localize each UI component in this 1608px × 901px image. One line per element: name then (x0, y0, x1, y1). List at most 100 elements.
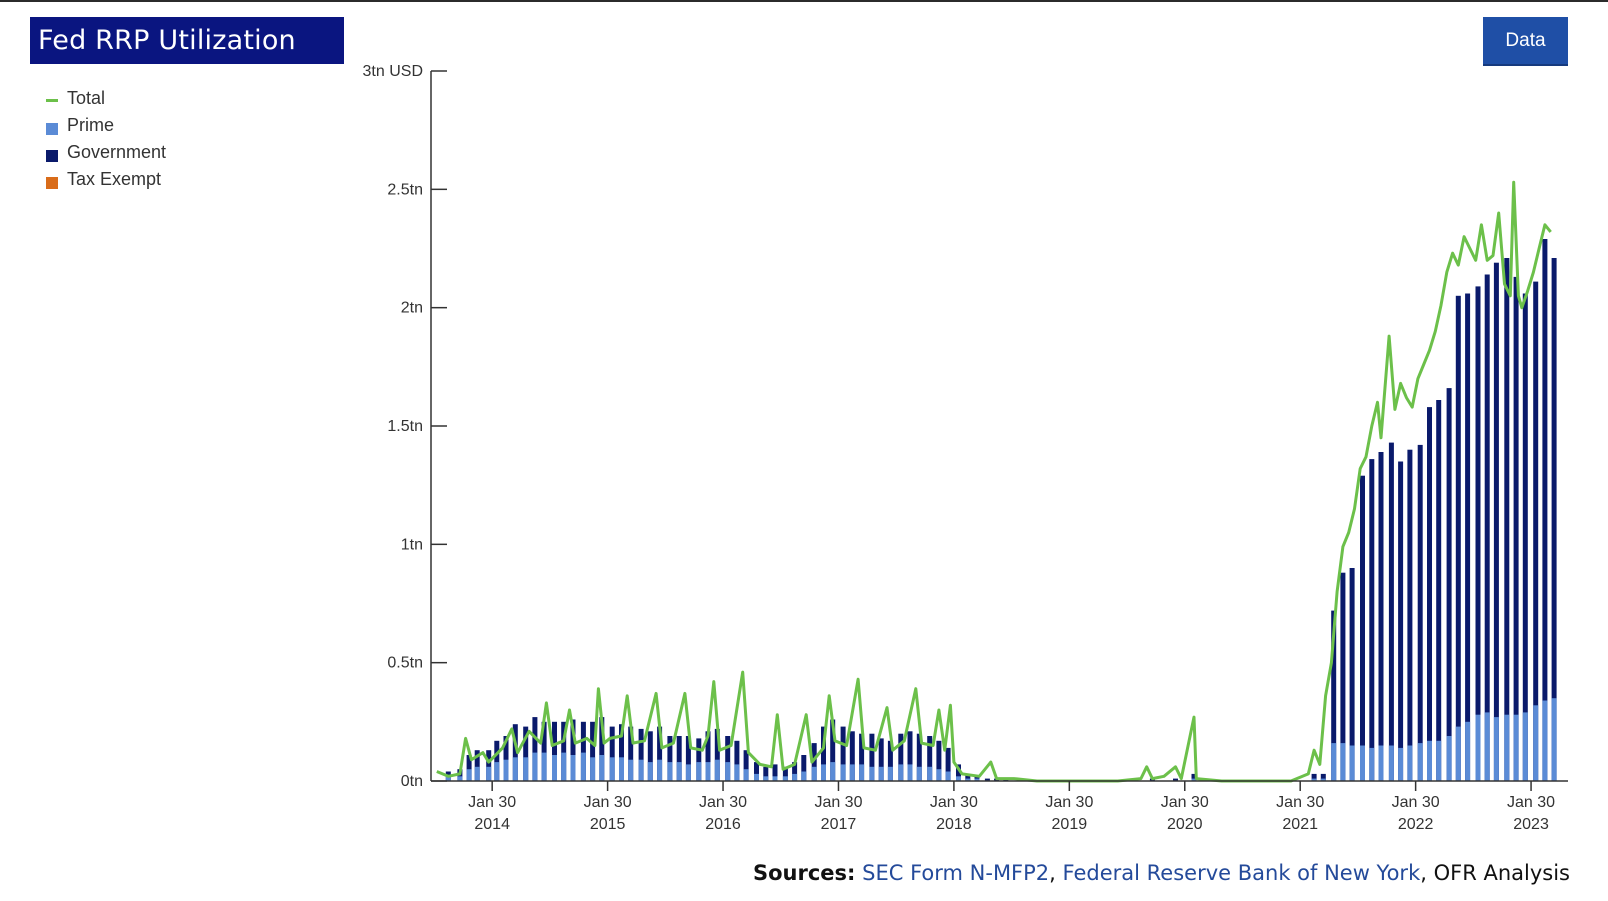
legend-swatch-total (46, 99, 58, 102)
government-bar (1320, 773, 1326, 781)
government-bar (1522, 293, 1528, 781)
government-bar (945, 747, 951, 781)
government-bar (619, 724, 624, 781)
prime-bar (1407, 745, 1413, 781)
prime-bar (1360, 745, 1365, 781)
prime-bar (1493, 717, 1499, 781)
prime-bar (714, 759, 720, 781)
prime-bar (445, 776, 451, 781)
government-bar (638, 728, 644, 781)
top-border-line (0, 0, 1608, 2)
government-bar (1311, 773, 1317, 781)
prime-bar (494, 762, 500, 781)
sources-label: Sources: (753, 861, 856, 885)
legend-label-total: Total (67, 88, 106, 108)
legend-item-total[interactable]: Total (46, 85, 166, 112)
sources-separator: , (1049, 861, 1063, 885)
prime-bar (503, 759, 509, 781)
prime-bar (1398, 747, 1404, 781)
prime-bar (1427, 740, 1432, 781)
government-bar (907, 731, 913, 781)
government-bar (811, 743, 817, 781)
government-bar (1331, 610, 1337, 781)
government-bar (1349, 568, 1355, 781)
prime-bar (1504, 714, 1510, 781)
prime-bar (523, 757, 529, 781)
government-bar (1340, 572, 1346, 781)
legend-item-government[interactable]: Government (46, 139, 166, 166)
prime-bar (1446, 736, 1452, 781)
prime-bar (927, 766, 933, 781)
prime-bar (1551, 698, 1557, 781)
prime-bar (945, 771, 951, 781)
prime-bar (1378, 745, 1384, 781)
prime-bar (849, 764, 855, 781)
government-bar (1398, 461, 1404, 781)
x-tick-label: Jan 30 (814, 794, 862, 811)
source-link-fed-ny[interactable]: Federal Reserve Bank of New York (1062, 861, 1421, 885)
government-bar (1513, 276, 1519, 781)
prime-bar (696, 762, 702, 781)
government-bar (782, 766, 788, 781)
government-bar (523, 726, 529, 781)
prime-bar (1320, 778, 1326, 781)
government-bar (763, 766, 769, 781)
x-tick-label: Jan 30 (930, 794, 978, 811)
prime-bar (936, 769, 942, 781)
prime-bar (580, 752, 586, 781)
government-bar (1446, 388, 1452, 781)
prime-bar (599, 755, 605, 781)
government-bar (956, 764, 961, 781)
prime-bar (956, 776, 961, 781)
government-bar (772, 764, 778, 781)
government-bar (936, 740, 942, 781)
government-bar (1551, 258, 1557, 781)
government-bar (494, 740, 500, 781)
government-bar (1533, 281, 1539, 781)
prime-bar (474, 766, 480, 781)
prime-bar (782, 776, 788, 781)
prime-bar (878, 766, 884, 781)
prime-bar (466, 769, 472, 781)
source-link-sec[interactable]: SEC Form N-MFP2 (862, 861, 1050, 885)
government-bar (1378, 452, 1384, 781)
government-bar (1455, 295, 1461, 781)
government-bar (725, 736, 731, 781)
prime-bar (676, 762, 682, 781)
x-tick-label: 2018 (936, 816, 972, 833)
prime-bar (541, 752, 547, 781)
prime-bar (705, 762, 711, 781)
government-bar (714, 728, 720, 781)
prime-bar (552, 755, 557, 781)
government-bar (1388, 442, 1394, 781)
prime-bar (1311, 778, 1317, 781)
prime-bar (570, 755, 576, 781)
government-bar (474, 750, 480, 781)
x-tick-label: 2023 (1513, 816, 1549, 833)
legend-item-tax-exempt[interactable]: Tax Exempt (46, 166, 166, 193)
government-bar (965, 773, 971, 781)
x-tick-label: Jan 30 (1392, 794, 1440, 811)
government-bar (1436, 400, 1442, 781)
prime-bar (638, 759, 644, 781)
legend-item-prime[interactable]: Prime (46, 112, 166, 139)
prime-bar (916, 766, 922, 781)
government-bar (869, 733, 875, 781)
government-bar (599, 717, 605, 781)
prime-bar (869, 766, 875, 781)
prime-bar (628, 759, 634, 781)
government-bar (984, 778, 990, 781)
data-button[interactable]: Data (1483, 17, 1568, 66)
x-tick-label: 2015 (590, 816, 626, 833)
legend-label-government: Government (67, 142, 167, 162)
government-bar (1417, 444, 1423, 781)
government-bar (561, 721, 567, 781)
sources-line: Sources: SEC Form N-MFP2, Federal Reserv… (753, 861, 1570, 885)
prime-bar (1388, 745, 1394, 781)
x-tick-label: Jan 30 (1276, 794, 1324, 811)
government-bar (734, 740, 740, 781)
rrp-chart: 0tn 0.5tn 1tn 1.5tn 2tn 2.5tn 3tn USD Jan 30 201… (363, 63, 1568, 833)
government-bar (466, 755, 472, 781)
government-bar (667, 736, 673, 781)
government-bar (1542, 239, 1548, 781)
